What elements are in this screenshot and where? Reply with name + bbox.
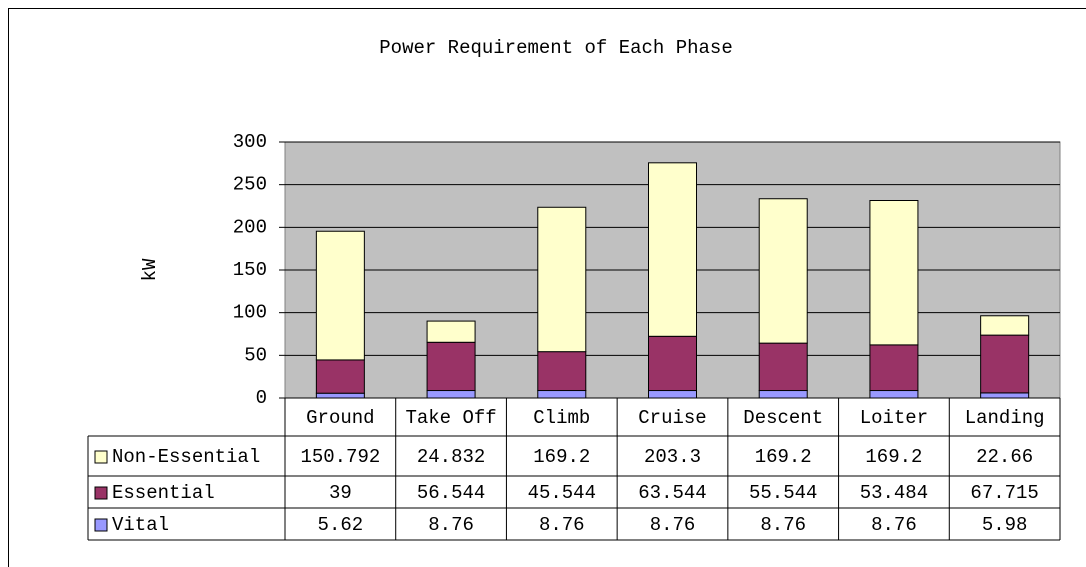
y-tick-label: 50 <box>244 344 267 366</box>
bar-segment <box>648 162 697 337</box>
bar-segment <box>758 390 808 399</box>
table-value: 53.484 <box>860 482 928 504</box>
bar-segment <box>426 390 476 399</box>
bar-segment <box>869 344 919 392</box>
bar-segment <box>980 392 1030 399</box>
bar-segment <box>315 392 365 399</box>
table-value: 56.544 <box>417 482 485 504</box>
y-tick-label: 100 <box>233 302 267 324</box>
y-axis-label: kW <box>139 258 161 281</box>
legend-key <box>94 450 108 464</box>
x-tick-label: Ground <box>306 407 374 429</box>
x-tick-label: Take Off <box>405 407 496 429</box>
table-value: 45.544 <box>528 482 596 504</box>
table-value: 24.832 <box>417 446 485 468</box>
bar-segment <box>869 390 919 399</box>
x-tick-label: Descent <box>743 407 823 429</box>
y-tick-label: 300 <box>233 131 267 153</box>
chart-title: Power Requirement of Each Phase <box>379 37 732 59</box>
x-tick-label: Climb <box>533 407 590 429</box>
table-value: 8.76 <box>871 514 917 536</box>
legend-label: Vital <box>112 514 169 536</box>
y-tick-label: 0 <box>256 387 267 409</box>
table-value: 39 <box>329 482 352 504</box>
table-value: 169.2 <box>755 446 812 468</box>
x-tick-label: Loiter <box>860 407 928 429</box>
bar-segment <box>537 206 587 353</box>
table-value: 150.792 <box>300 446 380 468</box>
bar-segment <box>537 390 587 399</box>
legend-key <box>94 518 108 532</box>
bar-segment <box>537 351 587 392</box>
table-value: 5.98 <box>982 514 1028 536</box>
table-value: 8.76 <box>760 514 806 536</box>
legend-label: Non-Essential <box>112 446 260 468</box>
table-value: 63.544 <box>638 482 706 504</box>
table-value: 169.2 <box>533 446 590 468</box>
bar-segment <box>315 359 365 394</box>
x-tick-label: Cruise <box>638 407 706 429</box>
table-value: 203.3 <box>644 446 701 468</box>
legend-label: Essential <box>112 482 215 504</box>
table-value: 55.544 <box>749 482 817 504</box>
table-value: 8.76 <box>428 514 474 536</box>
table-value: 5.62 <box>318 514 364 536</box>
bar-segment <box>869 200 919 346</box>
y-tick-label: 150 <box>233 259 267 281</box>
bar-segment <box>648 335 697 392</box>
y-tick-label: 250 <box>233 174 267 196</box>
bar-segment <box>426 320 476 343</box>
bar-segment <box>315 230 365 361</box>
table-value: 169.2 <box>865 446 922 468</box>
table-value: 22.66 <box>976 446 1033 468</box>
legend-key <box>94 486 108 500</box>
table-value: 8.76 <box>650 514 696 536</box>
bar-segment <box>648 390 697 399</box>
bar-segment <box>980 315 1030 336</box>
bar-segment <box>758 198 808 344</box>
bar-segment <box>758 342 808 392</box>
bar-segment <box>426 341 476 392</box>
x-tick-label: Landing <box>965 407 1045 429</box>
table-value: 67.715 <box>970 482 1038 504</box>
bar-segment <box>980 334 1030 394</box>
y-tick-label: 200 <box>233 216 267 238</box>
table-value: 8.76 <box>539 514 585 536</box>
